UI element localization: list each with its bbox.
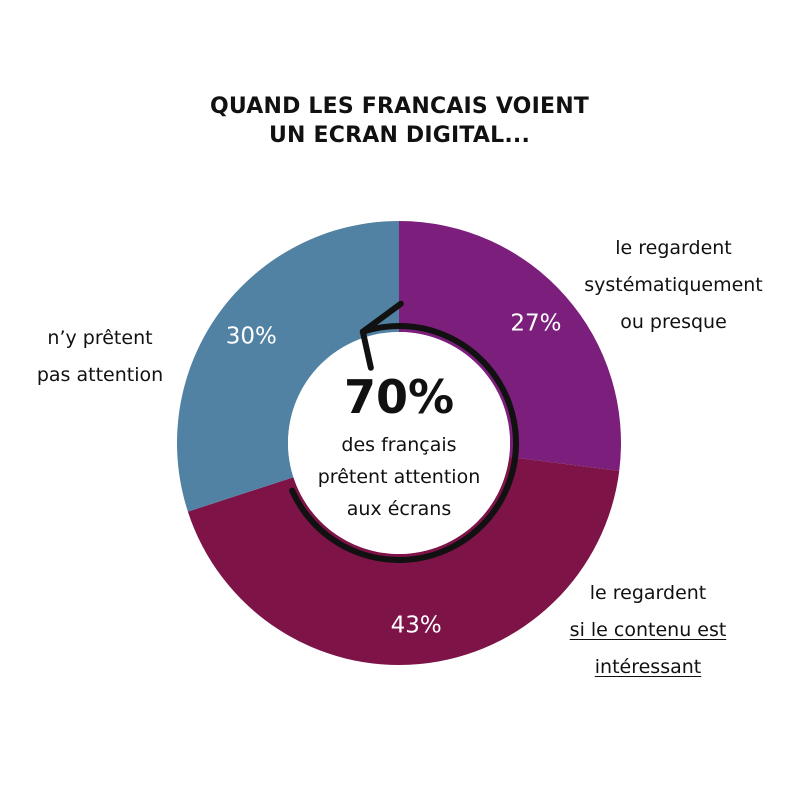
annotation-line: n’y prêtent xyxy=(47,327,153,349)
chart-title-line-2: UN ECRAN DIGITAL... xyxy=(268,123,531,148)
annotation-line-underlined: intéressant xyxy=(594,656,702,678)
slice-value-labels: 27% 43% 30% xyxy=(226,310,562,638)
slice-annotation-contenu: le regardent si le contenu est intéressa… xyxy=(548,575,748,686)
donut-slice-pas-attention xyxy=(176,221,399,512)
center-caption-line-3: aux écrans xyxy=(347,498,452,520)
annotation-line: pas attention xyxy=(36,364,164,386)
donut-center-hole xyxy=(288,332,510,554)
annotation-line: le regardent xyxy=(589,582,707,604)
annotation-line: systématiquement xyxy=(584,274,763,296)
center-caption-line-2: prêtent attention xyxy=(318,466,480,488)
chart-title-line-1: QUAND LES FRANCAIS VOIENT xyxy=(209,94,590,119)
annotation-line: ou presque xyxy=(620,311,727,333)
annotation-line: le regardent xyxy=(615,237,732,259)
attention-arrow-icon xyxy=(289,323,519,563)
attention-arrow-head-icon xyxy=(359,300,404,371)
slice-value-label-pas-attention: 30% xyxy=(226,324,277,350)
chart-title: QUAND LES FRANCAIS VOIENT UN ECRAN DIGIT… xyxy=(0,92,799,150)
slice-value-label-systematique: 27% xyxy=(510,310,561,336)
annotation-line-underlined: si le contenu est xyxy=(569,619,727,641)
slice-annotation-systematique: le regardent systématiquement ou presque xyxy=(566,230,781,341)
slice-value-label-contenu: 43% xyxy=(391,613,442,639)
slice-annotation-pas-attention: n’y prêtent pas attention xyxy=(20,320,180,394)
donut-slice-systematique xyxy=(399,221,621,471)
center-caption-line-1: des français xyxy=(341,434,456,456)
center-percentage: 70% xyxy=(344,370,454,424)
